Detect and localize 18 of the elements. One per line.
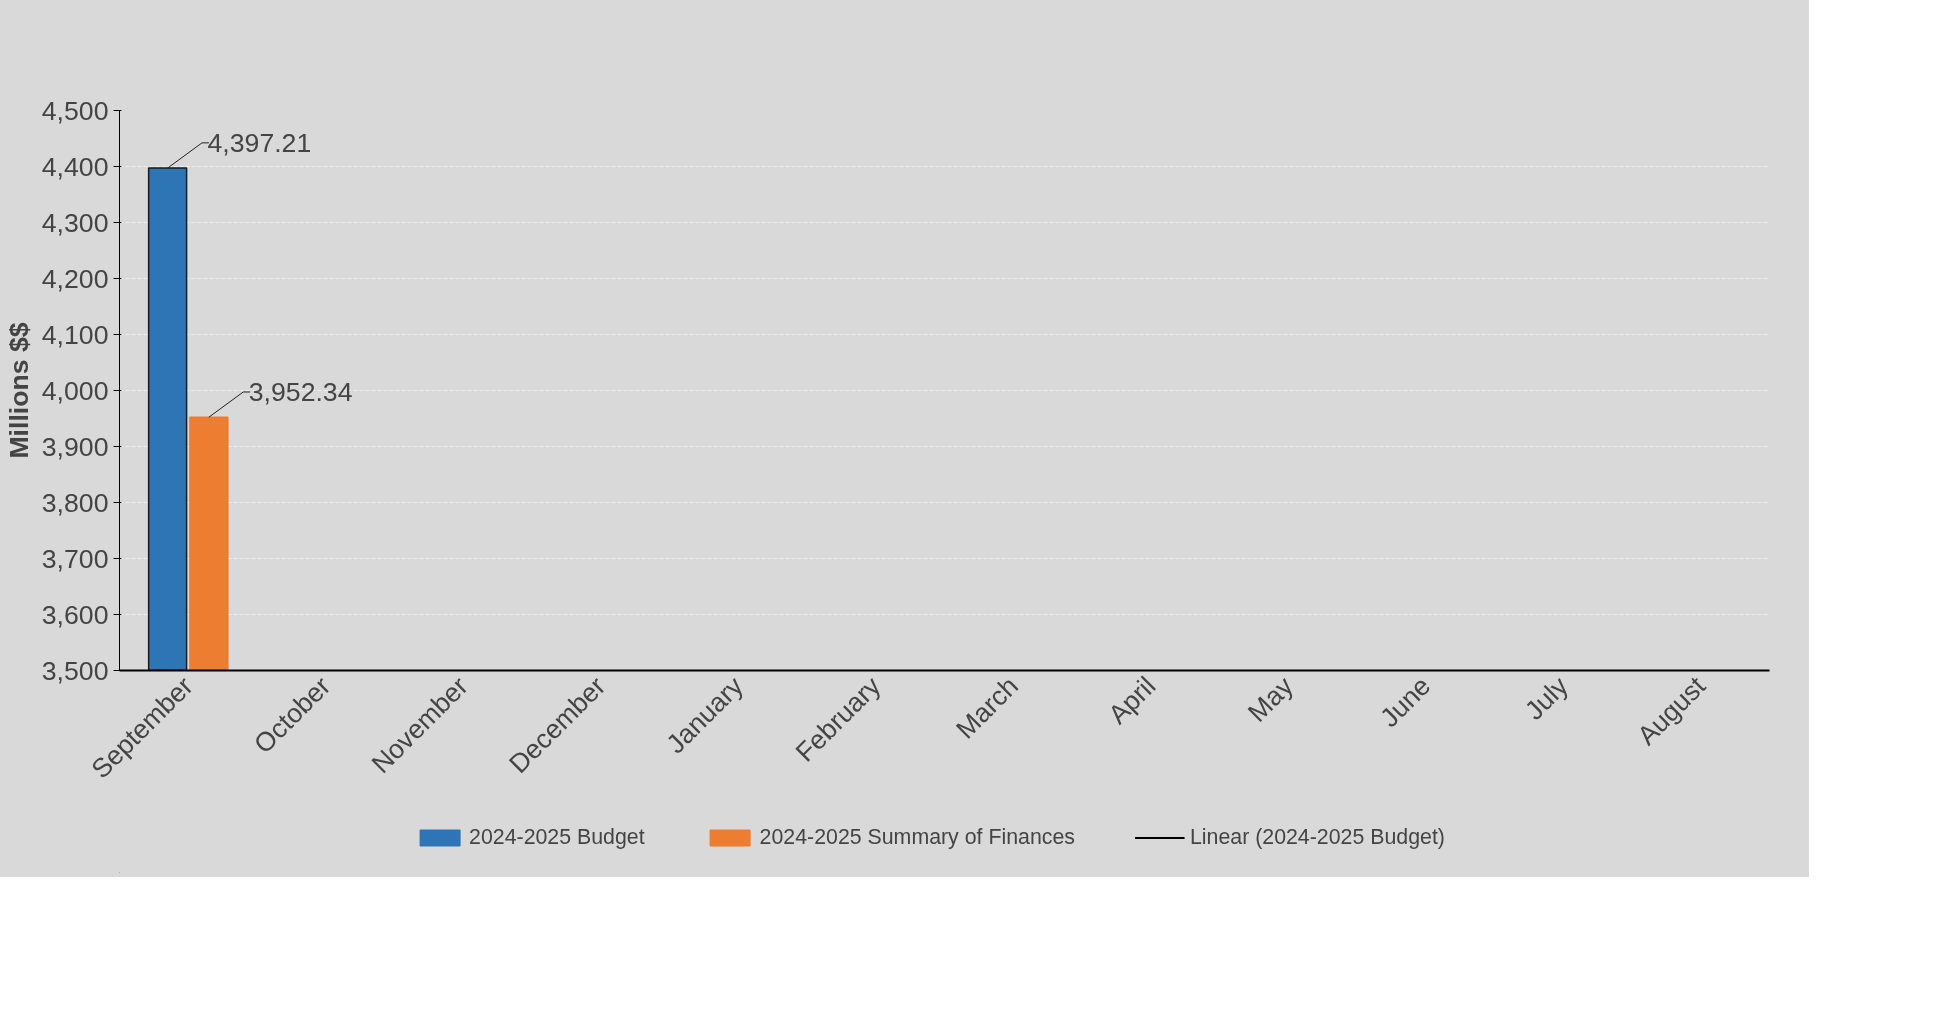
x-tick-label: May [1242,670,1300,728]
y-tick-label: 3,800 [41,487,109,518]
y-tick-label: 4,300 [41,207,109,238]
data-label: 3,952.34 [248,376,353,407]
legend-label: 2024-2025 Summary of Finances [759,824,1075,850]
y-tick-label: 4,400 [41,151,109,182]
y-tick-label: 3,700 [41,543,109,574]
y-axis-title: Millions $$ [3,322,34,459]
y-tick-label: 4,100 [41,319,109,350]
y-tick-label: 4,000 [41,375,109,406]
x-tick-label: July [1519,670,1575,726]
legend-label: Linear (2024-2025 Budget) [1189,824,1445,850]
y-tick-label: 4,200 [41,263,109,294]
y-tick-label: 3,900 [41,431,109,462]
legend-label: 2024-2025 Budget [469,824,645,850]
y-tick-label: 4,500 [41,95,109,126]
y-tick-label: 3,600 [41,599,109,630]
data-label: 4,397.21 [207,127,312,158]
